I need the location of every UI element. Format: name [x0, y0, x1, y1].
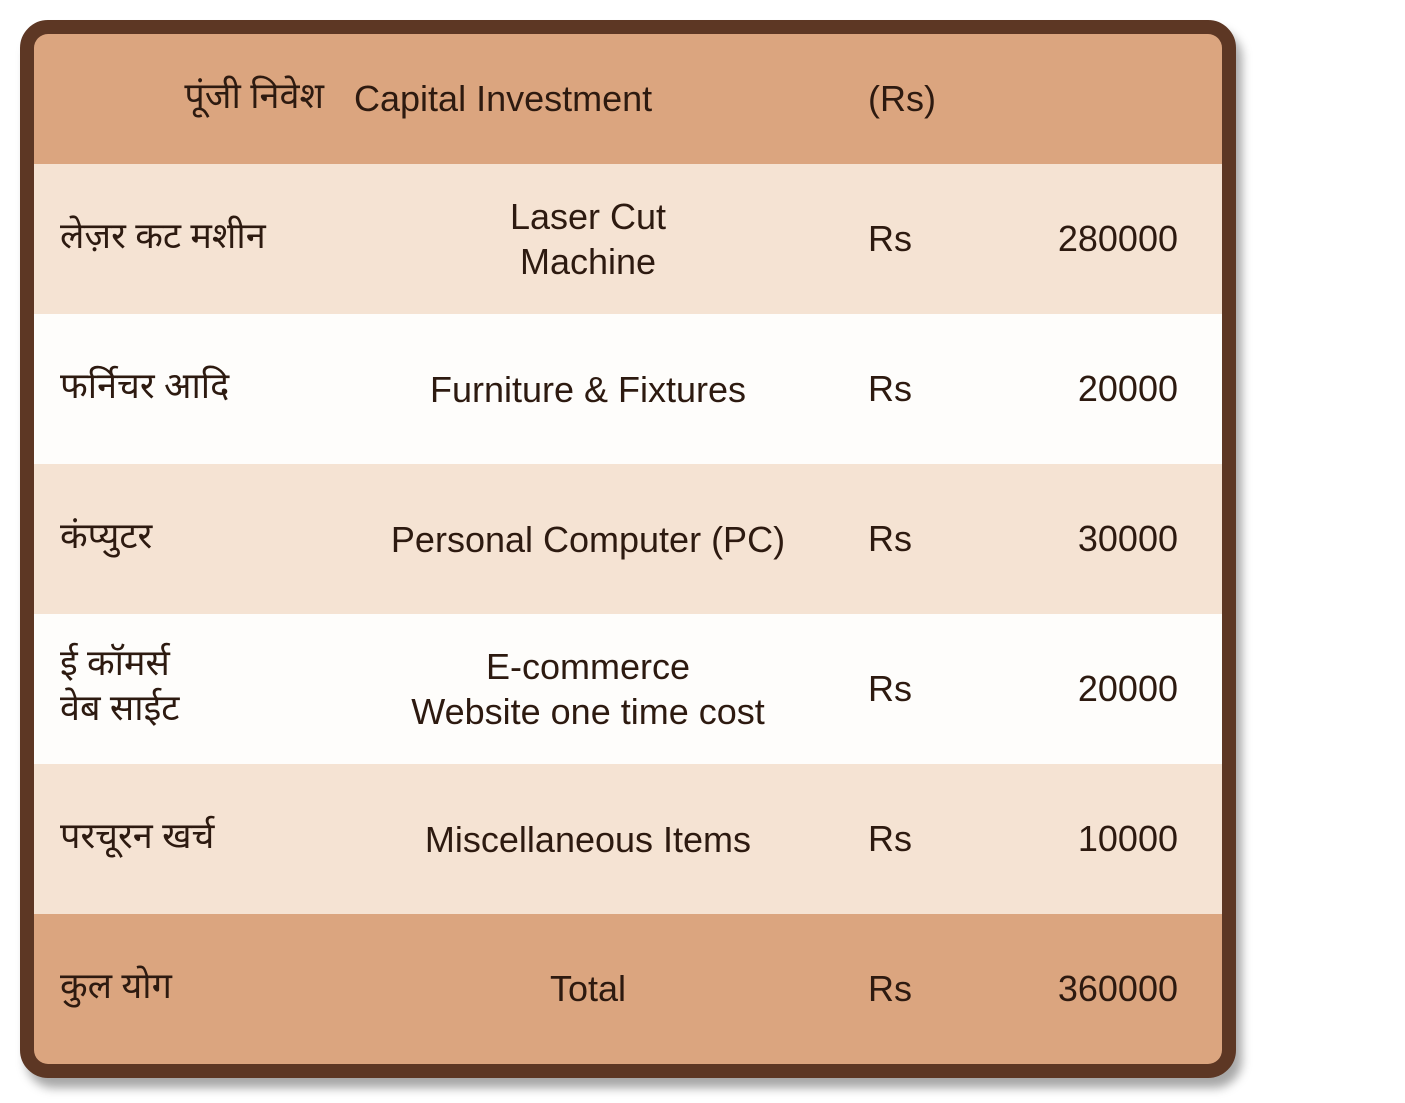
- table: पूंजी निवेश Capital Investment (Rs) लेज़…: [34, 34, 1222, 1064]
- total-english: Total: [334, 914, 842, 1064]
- cell-hindi: लेज़र कट मशीन: [34, 164, 334, 314]
- cell-value: 30000: [1002, 464, 1222, 614]
- table-header-row: पूंजी निवेश Capital Investment (Rs): [34, 34, 1222, 164]
- cell-unit: Rs: [842, 164, 1002, 314]
- header-english: Capital Investment: [334, 34, 842, 164]
- capital-investment-table: पूंजी निवेश Capital Investment (Rs) लेज़…: [20, 20, 1236, 1078]
- cell-unit: Rs: [842, 464, 1002, 614]
- table-row: फर्निचर आदिFurniture & FixturesRs20000: [34, 314, 1222, 464]
- total-value: 360000: [1002, 914, 1222, 1064]
- cell-english: Laser Cut Machine: [334, 164, 842, 314]
- cell-value: 20000: [1002, 314, 1222, 464]
- cell-english: E-commerce Website one time cost: [334, 614, 842, 764]
- cell-hindi: कंप्युटर: [34, 464, 334, 614]
- cell-hindi: ई कॉमर्स वेब साईट: [34, 614, 334, 764]
- cell-hindi: परचूरन खर्च: [34, 764, 334, 914]
- total-unit: Rs: [842, 914, 1002, 1064]
- cell-unit: Rs: [842, 764, 1002, 914]
- header-unit: (Rs): [842, 34, 1002, 164]
- cell-english: Personal Computer (PC): [334, 464, 842, 614]
- table-total-row: कुल योगTotalRs360000: [34, 914, 1222, 1064]
- table-row: कंप्युटरPersonal Computer (PC)Rs30000: [34, 464, 1222, 614]
- cell-english: Furniture & Fixtures: [334, 314, 842, 464]
- table-body: लेज़र कट मशीनLaser Cut MachineRs280000फर…: [34, 164, 1222, 1064]
- cell-unit: Rs: [842, 314, 1002, 464]
- header-hindi: पूंजी निवेश: [34, 34, 334, 164]
- cell-value: 20000: [1002, 614, 1222, 764]
- cell-value: 10000: [1002, 764, 1222, 914]
- cell-unit: Rs: [842, 614, 1002, 764]
- header-empty: [1002, 34, 1222, 164]
- cell-value: 280000: [1002, 164, 1222, 314]
- cell-hindi: फर्निचर आदि: [34, 314, 334, 464]
- cell-english: Miscellaneous Items: [334, 764, 842, 914]
- table-row: लेज़र कट मशीनLaser Cut MachineRs280000: [34, 164, 1222, 314]
- total-hindi: कुल योग: [34, 914, 334, 1064]
- table-row: परचूरन खर्चMiscellaneous ItemsRs10000: [34, 764, 1222, 914]
- table-row: ई कॉमर्स वेब साईटE-commerce Website one …: [34, 614, 1222, 764]
